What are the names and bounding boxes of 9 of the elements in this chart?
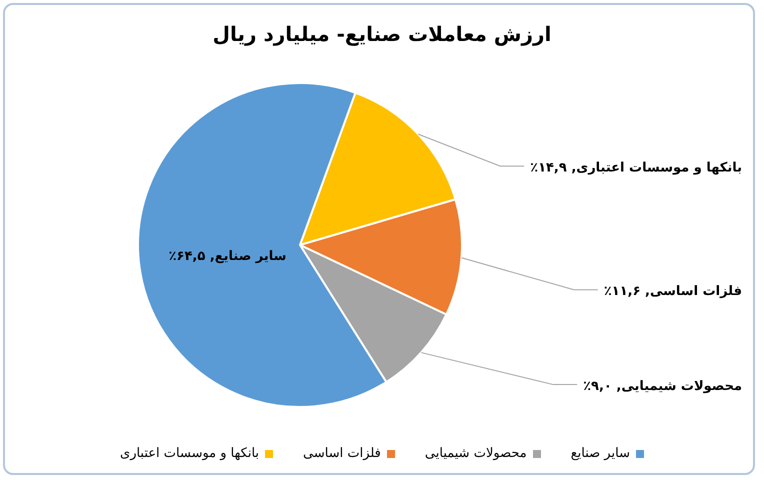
legend-label: محصولات شیمیایی: [424, 446, 527, 461]
category-label: بانکها و موسسات اعتباری, ۱۴,۹٪: [530, 160, 742, 176]
category-label: فلزات اساسی, ۱۱,۶٪: [604, 284, 742, 300]
chart-title: ارزش معاملات صنایع- میلیارد ریال: [212, 22, 552, 46]
category-label: سایر صنایع, ۶۴,۵٪: [168, 249, 286, 264]
legend-label: سایر صنایع: [570, 446, 630, 461]
legend-label: فلزات اساسی: [303, 446, 381, 461]
category-label: محصولات شیمیایی, ۹,۰٪: [583, 378, 742, 394]
legend-label: بانکها و موسسات اعتباری: [120, 446, 260, 461]
